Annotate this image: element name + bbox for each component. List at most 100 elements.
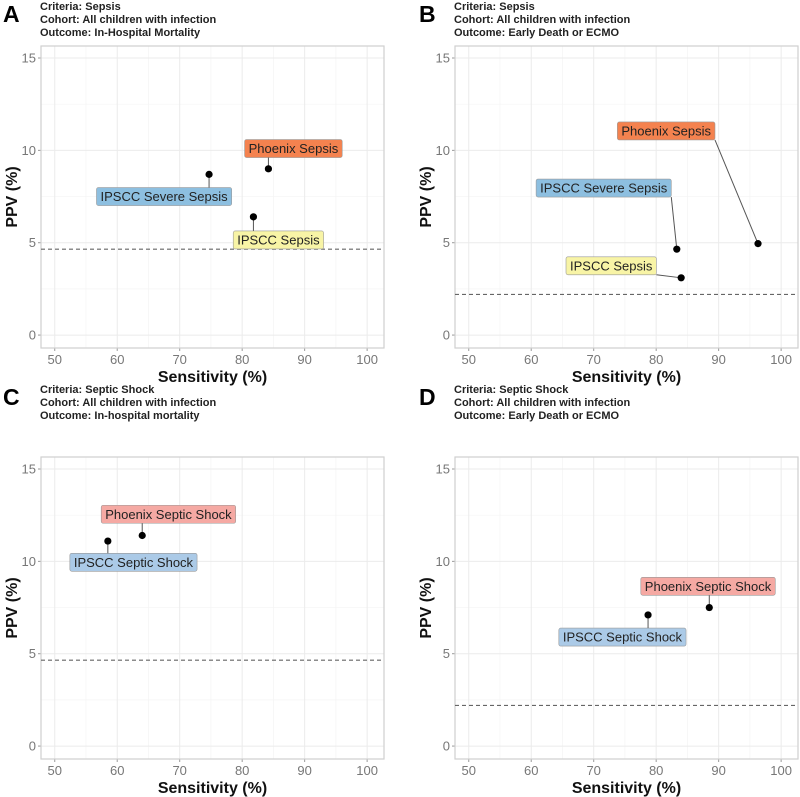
y-tick-label: 0 [29,739,36,754]
x-tick-label: 70 [586,763,600,778]
y-tick-label: 5 [443,235,450,250]
panel-border [40,45,385,349]
x-tick-label: 80 [649,763,663,778]
point-label: Phoenix Septic Shock [645,579,772,594]
y-tick-label: 10 [436,554,450,569]
x-tick-label: 90 [711,352,725,367]
x-tick-label: 50 [462,763,476,778]
panel-subtitle-line: Cohort: All children with infection [454,397,630,409]
point-label-group: IPSCC Septic Shock [69,541,198,572]
label-box [640,576,776,596]
y-tick-label: 15 [22,462,36,477]
x-tick-label: 60 [524,763,538,778]
panel-subtitle-line: Criteria: Sepsis [454,1,535,13]
label-box [244,139,343,158]
panel-letter: C [3,384,20,410]
data-point [644,611,652,619]
point-label: IPSCC Sepsis [570,258,653,273]
x-tick-label: 90 [711,763,725,778]
x-axis-title: Sensitivity (%) [158,369,267,386]
panel-subtitle-line: Outcome: In-hospital mortality [40,410,200,422]
label-box [535,178,672,198]
x-tick-label: 90 [297,763,311,778]
y-tick-label: 10 [22,143,36,158]
data-point [264,165,273,173]
x-tick-label: 60 [110,352,124,367]
y-axis-title: PPV (%) [418,577,435,638]
point-label-group: Phoenix Septic Shock [640,576,776,608]
point-label: Phoenix Septic Shock [105,507,232,522]
panel-subtitle-line: Cohort: All children with infection [40,397,216,409]
y-tick-label: 0 [29,328,36,343]
x-tick-label: 60 [524,352,538,367]
x-tick-label: 80 [649,352,663,367]
panel-subtitle-line: Outcome: Early Death or ECMO [454,410,619,422]
panel-border [454,45,799,349]
y-tick-label: 5 [29,646,36,661]
x-tick-label: 70 [172,763,186,778]
point-label: IPSCC Septic Shock [74,555,194,570]
panel-subtitle-line: Outcome: Early Death or ECMO [454,27,619,39]
panel-border [40,456,385,760]
data-point [754,240,762,248]
x-tick-label: 100 [356,763,378,778]
data-point [249,213,258,221]
point-label-group: IPSCC Sepsis [232,216,324,250]
label-box [69,552,198,572]
y-tick-label: 0 [443,328,450,343]
point-label-group: IPSCC Septic Shock [558,614,687,647]
x-axis-title: Sensitivity (%) [572,780,681,797]
x-tick-label: 100 [356,352,378,367]
label-box [558,627,687,647]
data-point [705,603,713,612]
x-axis-title: Sensitivity (%) [572,369,681,386]
point-label: IPSCC Severe Sepsis [100,189,228,204]
y-tick-label: 10 [22,554,36,569]
data-point [104,537,112,545]
panel-border [454,456,799,760]
y-tick-label: 10 [436,143,450,158]
y-tick-label: 5 [29,235,36,250]
point-label-group: Phoenix Sepsis [244,139,343,169]
panel-subtitle-line: Criteria: Septic Shock [454,384,569,396]
x-tick-label: 50 [48,352,62,367]
y-tick-label: 15 [22,51,36,66]
panel-subtitle-line: Outcome: In-Hospital Mortality [40,27,201,39]
label-box [100,504,236,524]
y-tick-label: 15 [436,51,450,66]
x-tick-label: 80 [235,763,249,778]
y-axis-title: PPV (%) [4,166,21,227]
y-tick-label: 5 [443,646,450,661]
x-tick-label: 50 [462,352,476,367]
x-tick-label: 100 [770,763,792,778]
y-tick-label: 0 [443,739,450,754]
x-tick-label: 80 [235,352,249,367]
data-point [677,274,685,282]
label-connector [714,139,759,244]
label-box [617,121,716,141]
label-box [96,187,232,206]
data-point [205,170,213,178]
x-tick-label: 70 [586,352,600,367]
panel-subtitle-line: Criteria: Sepsis [40,1,121,13]
x-tick-label: 50 [48,763,62,778]
panel-letter: A [3,1,20,27]
x-tick-label: 70 [172,352,186,367]
point-label: IPSCC Sepsis [237,232,320,247]
x-axis-title: Sensitivity (%) [158,780,267,797]
point-label-group: IPSCC Severe Sepsis [535,178,678,250]
data-point [673,245,681,253]
label-box [565,256,657,276]
label-connector [670,196,678,250]
point-label: IPSCC Severe Sepsis [540,181,668,196]
point-label: Phoenix Sepsis [249,141,339,156]
label-connector [656,274,682,279]
y-axis-title: PPV (%) [4,577,21,638]
y-axis-title: PPV (%) [418,166,435,227]
point-label: IPSCC Septic Shock [563,630,683,645]
y-tick-label: 15 [436,462,450,477]
